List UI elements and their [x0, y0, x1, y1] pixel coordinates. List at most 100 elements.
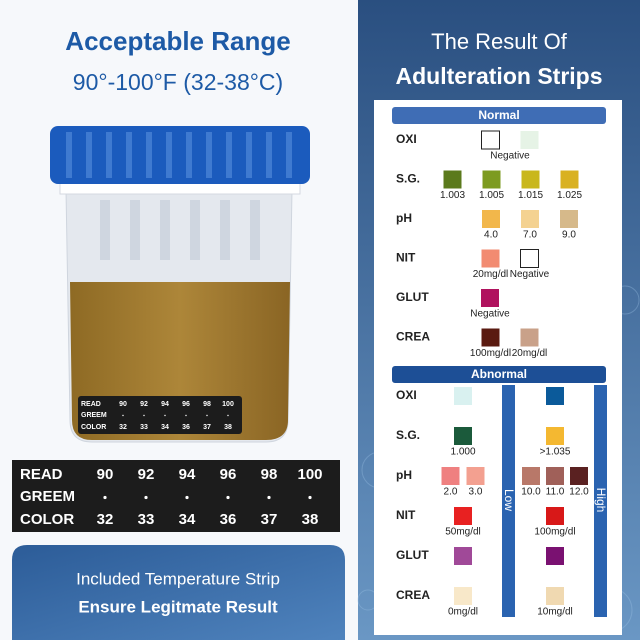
row-label: S.G.	[396, 428, 420, 442]
swatch	[481, 249, 500, 268]
low-label: Low	[502, 489, 516, 511]
strip-dot	[143, 414, 145, 417]
swatch-label: 11.0	[546, 487, 565, 498]
swatch	[521, 210, 539, 228]
strip-text: READ	[81, 401, 101, 408]
swatch-label: 4.0	[484, 230, 498, 241]
strip-text: 90	[97, 466, 114, 483]
swatch	[454, 427, 472, 445]
swatch-label: 20mg/dl	[473, 269, 509, 280]
strip-text: 94	[179, 466, 196, 483]
swatch-label: 1.025	[557, 190, 582, 201]
strip-text: 37	[261, 511, 278, 528]
swatch-label: 1.003	[440, 190, 465, 201]
swatch	[454, 507, 472, 525]
strip-text: 96	[220, 466, 237, 483]
row-label: S.G.	[396, 172, 420, 186]
strip-text: 94	[161, 401, 169, 408]
strip-text: 37	[203, 424, 211, 431]
swatch-label: Negative	[490, 151, 530, 162]
swatch	[546, 507, 564, 525]
strip-text: 34	[161, 424, 169, 431]
row-label: OXI	[396, 388, 417, 402]
swatch-label: 7.0	[523, 230, 537, 241]
swatch	[522, 467, 540, 485]
strip-text: READ	[20, 466, 63, 483]
swatch	[546, 587, 564, 605]
swatch	[520, 131, 539, 149]
strip-text: 36	[182, 424, 190, 431]
section-title: Abnormal	[471, 367, 527, 381]
swatch	[546, 427, 564, 445]
strip-text: 90	[119, 401, 127, 408]
swatch	[482, 170, 501, 189]
strip-text: 38	[302, 511, 319, 528]
strip-dot	[144, 495, 148, 500]
strip-text: COLOR	[20, 511, 74, 528]
swatch	[481, 130, 500, 150]
swatch	[454, 547, 472, 565]
footer-line: Included Temperature Strip	[76, 569, 280, 588]
swatch-label: Negative	[510, 269, 550, 280]
swatch-label: 50mg/dl	[445, 527, 481, 538]
strip-dot	[164, 414, 166, 417]
row-label: NIT	[396, 508, 416, 522]
swatch-label: 0mg/dl	[448, 607, 478, 618]
swatch-label: 12.0	[569, 487, 589, 498]
high-label: High	[594, 488, 608, 513]
swatch	[441, 467, 460, 485]
strip-text: 38	[224, 424, 232, 431]
strip-dot	[308, 495, 312, 500]
swatch	[454, 587, 472, 605]
footer-box	[12, 545, 345, 640]
row-label: CREA	[396, 330, 430, 344]
strip-text: 34	[179, 511, 196, 528]
swatch	[454, 387, 472, 405]
row-label: GLUT	[396, 548, 429, 562]
swatch-label: 1.000	[450, 447, 475, 458]
row-label: GLUT	[396, 290, 429, 304]
row-label: pH	[396, 211, 412, 225]
swatch	[481, 289, 499, 307]
swatch	[443, 170, 462, 189]
row-label: NIT	[396, 251, 416, 265]
swatch-label: Negative	[470, 309, 510, 320]
swatch-label: 2.0	[444, 487, 458, 498]
swatch-label: >1.035	[540, 447, 571, 458]
temperature-strip	[12, 460, 340, 532]
strip-text: 96	[182, 401, 190, 408]
strip-text: 98	[203, 401, 211, 408]
swatch	[546, 467, 564, 485]
strip-text: 33	[140, 424, 148, 431]
section-title: Normal	[478, 108, 519, 122]
swatch-label: 3.0	[469, 487, 483, 498]
right-title: The Result Of	[431, 29, 568, 54]
row-label: OXI	[396, 132, 417, 146]
swatch-label: 100mg/dl	[470, 348, 511, 359]
strip-dot	[267, 495, 271, 500]
left-title: Acceptable Range	[65, 26, 290, 56]
strip-text: 32	[119, 424, 127, 431]
swatch	[546, 547, 564, 565]
left-subtitle: 90°-100°F (32-38°C)	[73, 69, 283, 95]
swatch	[520, 249, 539, 268]
strip-text: 92	[138, 466, 155, 483]
strip-text: 92	[140, 401, 148, 408]
strip-dot	[103, 495, 107, 500]
strip-text: GREEM	[20, 488, 75, 505]
strip-text: 98	[261, 466, 278, 483]
low-bar	[502, 385, 515, 617]
swatch	[481, 328, 500, 347]
right-title: Adulteration Strips	[395, 63, 602, 89]
strip-dot	[122, 414, 124, 417]
swatch	[482, 210, 500, 228]
strip-text: 32	[97, 511, 114, 528]
swatch	[466, 467, 485, 485]
swatch-label: 10.0	[521, 487, 541, 498]
swatch	[546, 387, 564, 405]
swatch-label: 9.0	[562, 230, 576, 241]
strip-text: GREEM	[81, 412, 107, 419]
swatch	[521, 170, 540, 189]
swatch-label: 20mg/dl	[512, 348, 548, 359]
